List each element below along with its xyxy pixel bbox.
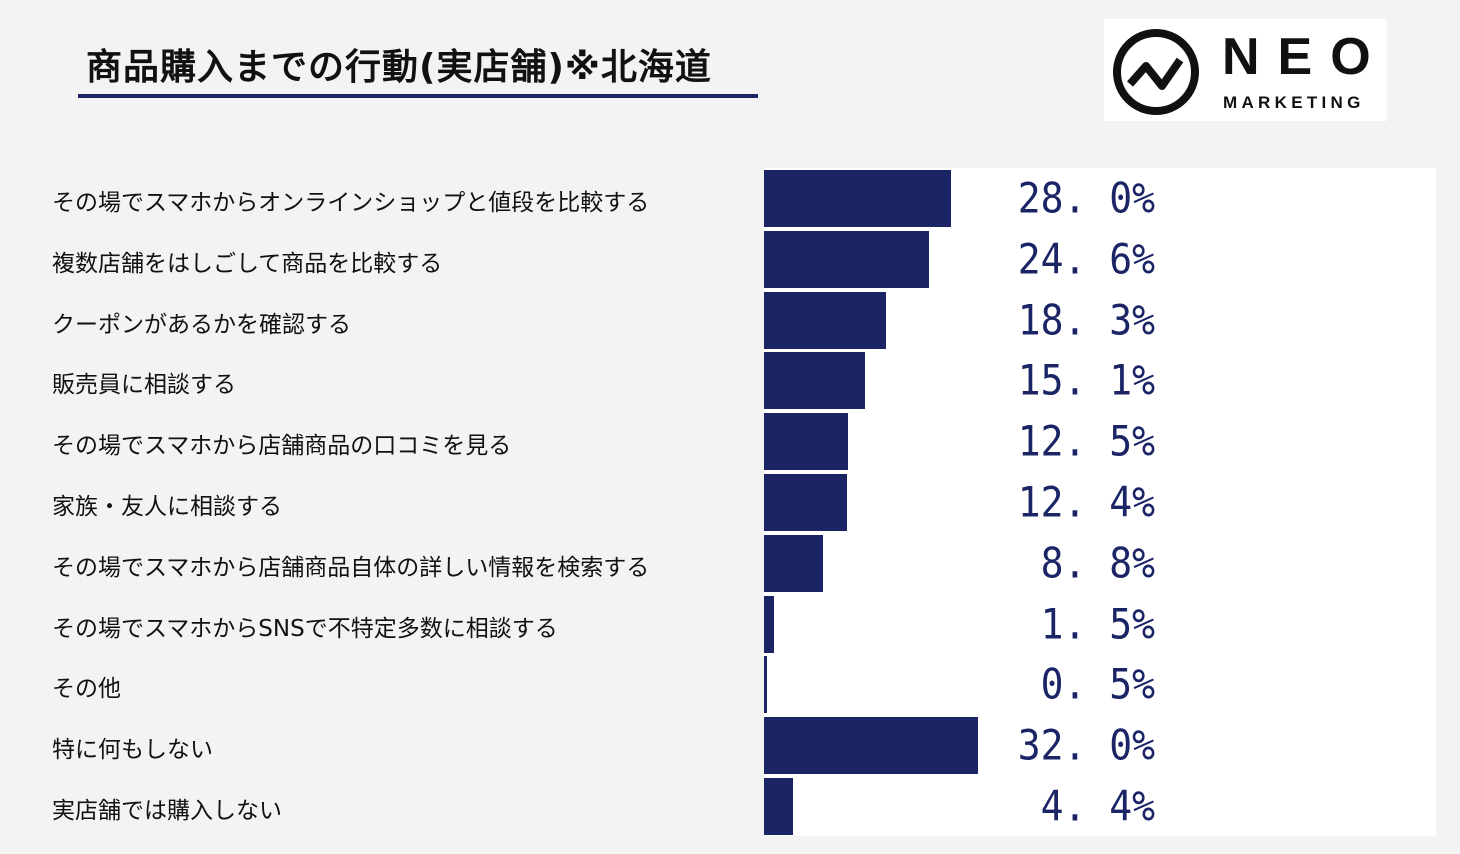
category-label: 複数店舗をはしごして商品を比較する — [52, 250, 443, 277]
category-label: その他 — [52, 676, 121, 703]
category-label: クーポンがあるかを確認する — [52, 311, 351, 338]
bar — [764, 656, 768, 714]
title-underline — [78, 94, 758, 98]
value-label: 8. 8% — [1040, 538, 1155, 587]
category-label: 実店舗では購入しない — [52, 798, 282, 824]
value-label: 18. 3% — [1017, 295, 1155, 344]
value-label: 0. 5% — [1040, 660, 1155, 709]
logo-text: NEO — [1222, 28, 1389, 86]
bar — [764, 474, 847, 531]
category-label: 販売員に相談する — [52, 372, 236, 399]
bar — [764, 717, 978, 775]
value-label: 32. 0% — [1017, 720, 1155, 770]
bar — [764, 534, 823, 592]
category-label: 特に何もしない — [52, 737, 213, 764]
neo-marketing-logo: NEO MARKETING — [1104, 19, 1387, 121]
category-label: その場でスマホからSNSで不特定多数に相談する — [52, 615, 558, 642]
value-label: 1. 5% — [1040, 599, 1155, 648]
category-label: その場でスマホからオンラインショップと値段を比較する — [52, 190, 650, 216]
value-label: 12. 5% — [1017, 416, 1155, 466]
logo-mark-icon — [1113, 29, 1199, 115]
bar — [764, 291, 887, 349]
bar — [764, 352, 865, 410]
bar — [764, 230, 929, 288]
bar — [764, 413, 848, 471]
value-label: 24. 6% — [1017, 234, 1155, 283]
category-label: その場でスマホから店舗商品の口コミを見る — [52, 433, 512, 460]
category-label: その場でスマホから店舗商品自体の詳しい情報を検索する — [52, 554, 650, 581]
logo-subtext: MARKETING — [1223, 93, 1365, 112]
bar — [764, 595, 775, 653]
value-label: 15. 1% — [1017, 356, 1155, 405]
value-label: 4. 4% — [1040, 781, 1155, 831]
value-label: 12. 4% — [1017, 477, 1155, 527]
value-label: 28. 0% — [1017, 173, 1155, 223]
chart-title: 商品購入までの行動(実店舗)※北海道 — [86, 47, 712, 88]
bar — [764, 170, 952, 227]
bar — [764, 778, 794, 835]
category-label: 家族・友人に相談する — [52, 494, 282, 520]
